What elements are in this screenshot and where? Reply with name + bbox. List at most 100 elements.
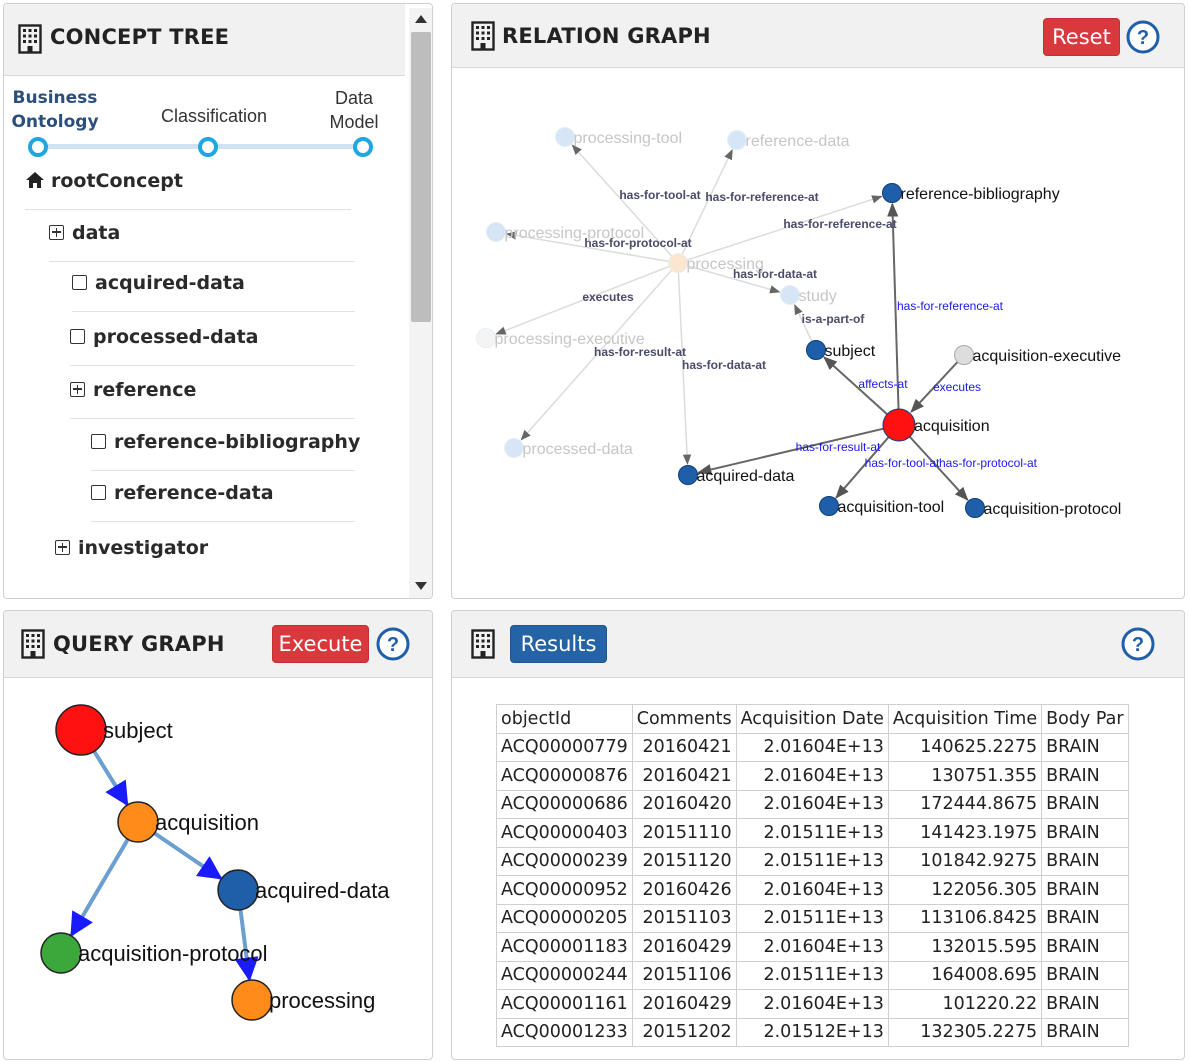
query-node-label: subject [103, 718, 173, 743]
relation-node-circle [486, 222, 506, 242]
relation-node-acquisition-protocol[interactable]: acquisition-protocol [965, 498, 1122, 519]
query-node-acquired-data[interactable]: acquired-data [217, 869, 390, 911]
tree-item-reference-data[interactable]: reference-data [91, 470, 355, 522]
tree-item-investigator[interactable]: investigator [55, 525, 355, 577]
query-edge[interactable] [69, 838, 130, 937]
query-graph-canvas[interactable]: subject acquisition acquired-data acquisiti… [4, 679, 433, 1060]
relation-edge[interactable] [677, 262, 692, 466]
relation-node-circle [727, 130, 747, 150]
help-icon[interactable]: ? [1121, 627, 1155, 661]
column-header[interactable]: Acquisition Time [887, 704, 1043, 734]
table-row[interactable]: ACQ00000205 20151103 2.01511E+13 113106.842… [496, 903, 1129, 933]
tree-item-reference-bibliography[interactable]: reference-bibliography [91, 419, 360, 471]
relation-edge[interactable] [898, 424, 969, 501]
help-icon[interactable]: ? [1126, 20, 1160, 54]
execute-button[interactable]: Execute [272, 625, 369, 663]
query-edge[interactable] [92, 750, 129, 807]
relation-edge[interactable] [887, 202, 900, 426]
scroll-thumb[interactable] [411, 32, 431, 322]
relation-node-label: processing [687, 256, 764, 273]
query-node-acquisition[interactable]: acquisition [117, 801, 259, 843]
relation-edge[interactable] [823, 356, 900, 426]
query-edge[interactable] [153, 831, 223, 880]
query-edge[interactable] [234, 909, 259, 982]
step-dot-data-model[interactable] [353, 137, 373, 157]
relation-edge[interactable] [677, 195, 883, 264]
table-row[interactable]: ACQ00000952 20160426 2.01604E+13 122056.305… [496, 875, 1129, 905]
step-dot-classification[interactable] [198, 137, 218, 157]
query-node-processing[interactable]: processing [231, 979, 375, 1021]
tree-item-reference[interactable]: reference [70, 367, 355, 419]
relation-node-processed-data[interactable]: processed-data [504, 438, 633, 459]
relation-edge[interactable] [495, 262, 679, 335]
relation-graph-canvas[interactable]: has-for-tool-at has-for-reference-at has-f… [452, 70, 1185, 599]
column-header[interactable]: Comments [631, 704, 737, 734]
table-cell: ACQ00001233 [496, 1017, 633, 1047]
results-table-container[interactable]: objectId Comments Acquisition Date Acquisit… [496, 704, 1136, 1049]
query-node-acquisition-protocol[interactable]: acquisition-protocol [40, 932, 268, 974]
checkbox-icon[interactable] [91, 433, 106, 449]
tree-item-processed-data[interactable]: processed-data [70, 314, 355, 366]
relation-node-circle [819, 496, 839, 516]
relation-node-processing-executive[interactable]: processing-executive [476, 328, 645, 349]
checkbox-icon[interactable] [70, 328, 85, 344]
relation-node-acquired-data[interactable]: acquired-data [678, 465, 795, 486]
relation-node-acquisition[interactable]: acquisition [882, 408, 990, 442]
relation-node-circle [954, 345, 974, 365]
column-header[interactable]: Body Par [1041, 704, 1129, 734]
step-dot-business-ontology[interactable] [28, 137, 48, 157]
table-row[interactable]: ACQ00000876 20160421 2.01604E+13 130751.355… [496, 761, 1129, 791]
tree-item-rootconcept[interactable]: rootConcept [25, 158, 351, 210]
column-header[interactable]: Acquisition Date [735, 704, 889, 734]
relation-node-reference-bibliography[interactable]: reference-bibliography [882, 183, 1060, 204]
checkbox-icon[interactable] [91, 484, 106, 500]
relation-edge[interactable] [697, 424, 900, 476]
query-node-subject[interactable]: subject [55, 704, 173, 756]
table-cell: ACQ00001183 [496, 932, 633, 962]
relation-node-study[interactable]: study [780, 285, 837, 306]
table-row[interactable]: ACQ00000779 20160421 2.01604E+13 140625.227… [496, 732, 1129, 762]
tree-item-data[interactable]: data [49, 210, 355, 262]
relation-edge[interactable] [505, 231, 679, 264]
ontology-step-slider[interactable]: Business Ontology Classification Data Mo… [4, 84, 404, 164]
results-button[interactable]: Results [510, 625, 607, 663]
table-row[interactable]: ACQ00001233 20151202 2.01512E+13 132305.227… [496, 1017, 1129, 1047]
table-row[interactable]: ACQ00000403 20151110 2.01511E+13 141423.197… [496, 818, 1129, 848]
relation-edge-label: has-for-tool-at [865, 456, 940, 470]
scroll-down-arrow-icon[interactable] [415, 582, 427, 590]
relation-node-processing-tool[interactable]: processing-tool [555, 127, 683, 148]
reset-button[interactable]: Reset [1043, 18, 1120, 56]
expand-icon[interactable] [49, 224, 64, 240]
table-cell: 172444.8675 [887, 789, 1043, 819]
relation-node-subject[interactable]: subject [806, 340, 876, 361]
table-row[interactable]: ACQ00001183 20160429 2.01604E+13 132015.595… [496, 932, 1129, 962]
tree-item-acquired-data[interactable]: acquired-data [72, 260, 355, 312]
relation-edge[interactable] [520, 262, 679, 441]
step-label-business-ontology[interactable]: Business Ontology [11, 88, 99, 132]
relation-node-acquisition-tool[interactable]: acquisition-tool [819, 496, 945, 517]
relation-node-processing-protocol[interactable]: processing-protocol [486, 222, 645, 243]
relation-node-label: acquisition-executive [973, 348, 1122, 365]
expand-icon[interactable] [70, 381, 85, 397]
relation-edge[interactable] [677, 262, 781, 294]
relation-node-reference-data[interactable]: reference-data [727, 130, 850, 151]
svg-text:?: ? [1137, 27, 1149, 49]
column-header[interactable]: objectId [496, 704, 633, 734]
help-icon[interactable]: ? [376, 627, 410, 661]
step-label-data-model[interactable]: Data Model [329, 88, 379, 132]
concept-tree-scrollbar[interactable] [409, 8, 432, 598]
table-row[interactable]: ACQ00001161 20160429 2.01604E+13 101220.22 B… [496, 989, 1129, 1019]
relation-node-acquisition-executive[interactable]: acquisition-executive [954, 345, 1122, 366]
relation-edge[interactable] [677, 148, 733, 264]
step-label-classification[interactable]: Classification [160, 106, 268, 126]
relation-node-processing[interactable]: processing [668, 253, 764, 274]
query-graph-panel: QUERY GRAPH Execute ? subject acquisition… [3, 610, 433, 1060]
table-row[interactable]: ACQ00000239 20151120 2.01511E+13 101842.927… [496, 846, 1129, 876]
scroll-up-arrow-icon[interactable] [415, 15, 427, 23]
checkbox-icon[interactable] [72, 274, 87, 290]
table-row[interactable]: ACQ00000244 20151106 2.01511E+13 164008.695… [496, 960, 1129, 990]
relation-edge[interactable] [910, 354, 965, 413]
relation-edge[interactable] [571, 144, 679, 264]
expand-icon[interactable] [55, 539, 70, 555]
table-row[interactable]: ACQ00000686 20160420 2.01604E+13 172444.867… [496, 789, 1129, 819]
